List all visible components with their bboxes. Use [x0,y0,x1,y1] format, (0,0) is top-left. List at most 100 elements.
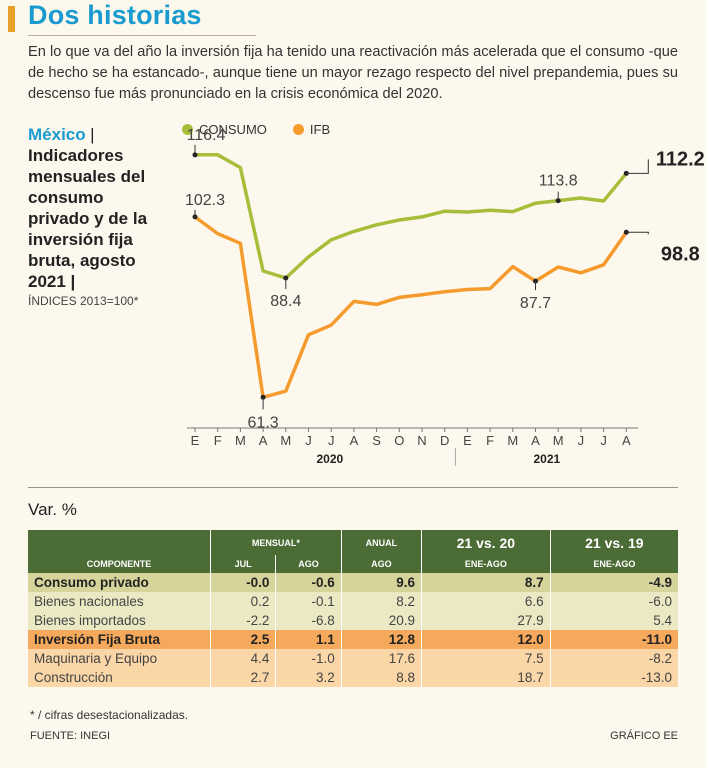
row-value: 27.9 [420,611,551,630]
table-header-row-2: COMPONENTE JUL AGO AGO ENE-AGO ENE-AGO [28,555,678,573]
chart-legend: CONSUMO IFB [182,122,356,137]
x-tick-label: E [191,433,200,448]
table-row: Bienes nacionales 0.2 -0.1 8.2 6.6 -6.0 [28,592,678,611]
x-tick-label: M [507,433,518,448]
row-value: 8.8 [340,668,422,687]
legend-consumo-dot [182,124,193,135]
header-ago: AGO [275,555,342,573]
x-tick-label: F [486,433,494,448]
title-accent-bar [8,6,15,32]
legend-consumo-label: CONSUMO [199,122,267,137]
row-value: -8.2 [549,649,678,668]
variation-table: MENSUAL* ANUAL 21 vs. 20 21 vs. 19 COMPO… [28,530,678,687]
header-componente: COMPONENTE [28,555,211,573]
country-label: México [28,125,86,144]
table-body: Consumo privado -0.0 -0.6 9.6 8.7 -4.9 Bienes … [28,573,678,687]
row-label: Inversión Fija Bruta [28,630,211,649]
intro-text: En lo que va del año la inversión fija h… [28,44,678,102]
table-row: Inversión Fija Bruta 2.5 1.1 12.8 12.0 -11.0 [28,630,678,649]
table-row: Maquinaria y Equipo 4.4 -1.0 17.6 7.5 -8.2 [28,649,678,668]
row-value: 2.7 [209,668,276,687]
annotation-label: 116.4 [187,127,226,144]
annotation-label: 112.2 [656,148,705,170]
annotation-leader [626,159,649,174]
consumo-line [193,153,629,280]
legend-consumo: CONSUMO [182,122,267,137]
row-label: Bienes nacionales [28,592,211,611]
chart-description: México | Indicadores mensuales del consu… [28,125,168,308]
row-value: 4.4 [209,649,276,668]
row-value: -4.9 [549,573,678,592]
row-value: 5.4 [549,611,678,630]
row-value: 18.7 [420,668,551,687]
row-value: -1.0 [275,649,342,668]
row-value: 12.8 [340,630,422,649]
x-tick-label: J [600,433,607,448]
legend-ifb-dot [292,124,304,135]
row-value: 0.2 [209,592,276,611]
ifb-line [193,215,629,400]
row-value: 12.0 [420,630,551,649]
row-label: Consumo privado [28,573,211,592]
page-title: Dos historias [28,0,202,30]
row-value: 17.6 [340,649,422,668]
row-value: -6.8 [275,611,342,630]
x-tick-label: A [622,433,631,448]
annotation-label: 61.3 [248,414,279,431]
section-divider [28,487,678,488]
x-tick-label: S [372,433,381,448]
table-row: Construcción 2.7 3.2 8.8 18.7 -13.0 [28,668,678,687]
x-tick-label: A [531,433,540,448]
x-tick-label: E [463,433,472,448]
header-ago-anual: AGO [340,555,422,573]
row-label: Bienes importados [28,611,211,630]
annotation-label: 102.3 [185,192,225,209]
x-tick-label: A [350,433,359,448]
chart-heading: Indicadores mensuales del consumo privad… [28,146,148,291]
row-value: 9.6 [340,573,422,592]
x-tick-label: J [578,433,585,448]
header-21vs19: 21 vs. 19 [549,530,678,555]
row-label: Maquinaria y Equipo [28,649,211,668]
legend-ifb-label: IFB [309,122,331,137]
x-tick-label: M [235,433,246,448]
x-tick-label: D [440,433,449,448]
x-tick-label: A [259,433,268,448]
x-tick-label: N [417,433,426,448]
row-value: 6.6 [420,592,551,611]
x-tick-label: M [553,433,564,448]
index-base: ÍNDICES 2013=100* [28,294,139,308]
row-value: -0.1 [275,592,342,611]
header-eneago-20: ENE-AGO [420,555,551,573]
x-tick-label: F [214,433,222,448]
header-eneago-19: ENE-AGO [549,555,678,573]
header-jul: JUL [209,555,276,573]
row-value: 3.2 [275,668,342,687]
row-value: 8.2 [340,592,422,611]
pipe-separator: | [90,125,95,144]
x-tick-label: J [305,433,312,448]
annotation-label: 98.8 [661,243,700,265]
row-value: 8.7 [420,573,551,592]
year-label-2020: 2020 [316,452,343,466]
row-value: -6.0 [549,592,678,611]
header-21vs20: 21 vs. 20 [420,530,551,555]
var-label: Var. % [28,500,77,519]
row-value: -11.0 [549,630,678,649]
table-row: Consumo privado -0.0 -0.6 9.6 8.7 -4.9 [28,573,678,592]
table-header-row-1: MENSUAL* ANUAL 21 vs. 20 21 vs. 19 [28,530,678,555]
row-value: 1.1 [275,630,342,649]
row-value: -13.0 [549,668,678,687]
annotation-label: 88.4 [270,293,301,310]
annotation-label: 87.7 [520,295,551,312]
title-rule [28,35,256,36]
row-label: Construcción [28,668,211,687]
row-value: -0.0 [209,573,276,592]
header-mensual: MENSUAL* [210,530,342,555]
x-tick-label: M [280,433,291,448]
row-value: 2.5 [209,630,276,649]
row-value: -0.6 [275,573,342,592]
source: FUENTE: INEGI [30,730,111,742]
footnote: * / cifras desestacionalizadas. [30,708,189,722]
